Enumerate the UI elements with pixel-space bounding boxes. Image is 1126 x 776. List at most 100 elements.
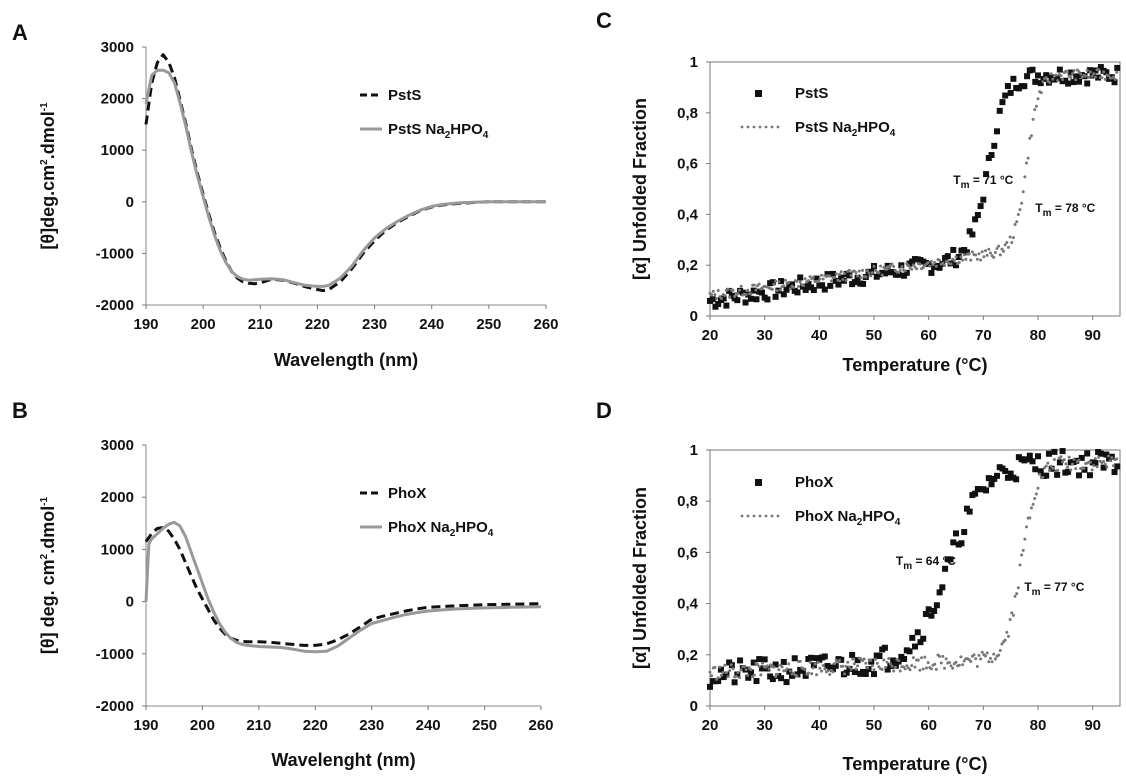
- data-point: [816, 280, 820, 284]
- x-tick-label: 200: [190, 717, 215, 734]
- data-point: [1002, 92, 1009, 99]
- data-point: [1059, 448, 1066, 455]
- data-point: [777, 668, 781, 672]
- data-point: [918, 262, 922, 266]
- data-point: [1011, 236, 1015, 240]
- data-point: [892, 265, 896, 269]
- data-point: [994, 128, 1000, 135]
- data-point: [1097, 450, 1104, 457]
- data-point: [844, 664, 848, 668]
- data-point: [917, 639, 924, 646]
- data-point: [901, 655, 908, 662]
- data-point: [788, 669, 792, 673]
- x-tick-label: 240: [419, 316, 444, 333]
- data-point: [779, 288, 783, 292]
- data-point: [709, 296, 716, 303]
- data-point: [1056, 468, 1060, 472]
- data-point: [865, 666, 872, 673]
- y-axis-title: [α] Unfolded Fraction: [630, 98, 650, 280]
- data-point: [1020, 553, 1024, 557]
- data-point: [1102, 70, 1106, 74]
- legend-swatch: [776, 514, 780, 518]
- legend-swatch: [740, 125, 744, 129]
- data-point: [839, 270, 843, 274]
- data-point: [1054, 73, 1058, 77]
- data-point: [1015, 220, 1019, 224]
- data-point: [1004, 474, 1011, 481]
- data-point: [1018, 208, 1022, 212]
- data-point: [1018, 563, 1022, 567]
- data-point: [898, 669, 902, 673]
- data-point: [1043, 72, 1050, 79]
- data-point: [736, 671, 740, 675]
- data-point: [748, 669, 754, 676]
- y-tick-label: 0,6: [677, 156, 698, 173]
- data-point: [820, 669, 824, 673]
- data-point: [1090, 74, 1094, 78]
- data-point: [958, 540, 965, 547]
- data-point: [835, 281, 842, 288]
- legend-swatch: [770, 125, 774, 129]
- data-point: [1114, 64, 1121, 71]
- data-point: [974, 253, 978, 257]
- chart-panel-b: B 3000 2000 1000 0 -1000 -2000 190 200 210 220 230 2…: [12, 398, 554, 770]
- data-point: [851, 279, 858, 286]
- data-point: [744, 292, 748, 296]
- data-point: [1115, 70, 1119, 74]
- y-axis-title: [α] Unfolded Fraction: [630, 487, 650, 669]
- legend: PstS PstS Na2HPO4: [740, 85, 896, 139]
- data-point: [864, 661, 868, 665]
- data-point: [711, 289, 715, 293]
- data-point: [918, 668, 922, 672]
- data-point: [933, 260, 937, 264]
- x-tick-label: 250: [472, 717, 497, 734]
- data-point: [1092, 460, 1099, 467]
- y-tick-label: -1000: [96, 245, 134, 262]
- data-point: [979, 258, 983, 262]
- data-point: [1038, 472, 1042, 476]
- panel-letter: A: [12, 20, 28, 45]
- data-point: [1025, 161, 1029, 165]
- data-point: [1065, 80, 1072, 87]
- legend-label: PhoX: [388, 485, 426, 502]
- data-point: [972, 216, 979, 223]
- data-point: [1086, 67, 1093, 74]
- x-tick-label: 20: [702, 327, 719, 344]
- data-point: [963, 249, 970, 256]
- data-point: [838, 272, 842, 276]
- data-point: [849, 667, 853, 671]
- y-axis-title: [θ]deg.cm2.dmol-1: [38, 102, 58, 250]
- data-point: [1070, 72, 1074, 76]
- data-point: [1111, 75, 1115, 79]
- x-tick-label: 90: [1084, 327, 1101, 344]
- data-point: [803, 667, 807, 671]
- data-point: [810, 672, 814, 676]
- data-point: [862, 657, 866, 661]
- data-point: [1113, 77, 1117, 81]
- data-point: [787, 280, 791, 284]
- data-point: [838, 658, 842, 662]
- series-line-1: [144, 520, 542, 654]
- data-point: [1100, 76, 1104, 80]
- data-point: [716, 289, 720, 293]
- data-point: [769, 676, 776, 683]
- data-point: [931, 607, 938, 614]
- data-point: [881, 644, 888, 651]
- data-point: [715, 297, 719, 301]
- data-point: [1024, 73, 1031, 80]
- data-point: [1041, 475, 1045, 479]
- data-point: [841, 278, 845, 282]
- x-tick-label: 230: [359, 717, 384, 734]
- data-point: [1005, 630, 1009, 634]
- legend-label: PstS Na2HPO4: [795, 119, 896, 139]
- legend: PhoX PhoX Na2HPO4: [740, 474, 901, 528]
- data-point: [1006, 634, 1010, 638]
- data-point: [777, 280, 781, 284]
- data-point: [1033, 496, 1037, 500]
- data-point: [1054, 471, 1061, 478]
- data-point: [806, 279, 810, 283]
- data-point: [1095, 74, 1102, 81]
- data-point: [767, 667, 771, 671]
- data-point: [1076, 472, 1082, 479]
- data-point: [1026, 452, 1033, 459]
